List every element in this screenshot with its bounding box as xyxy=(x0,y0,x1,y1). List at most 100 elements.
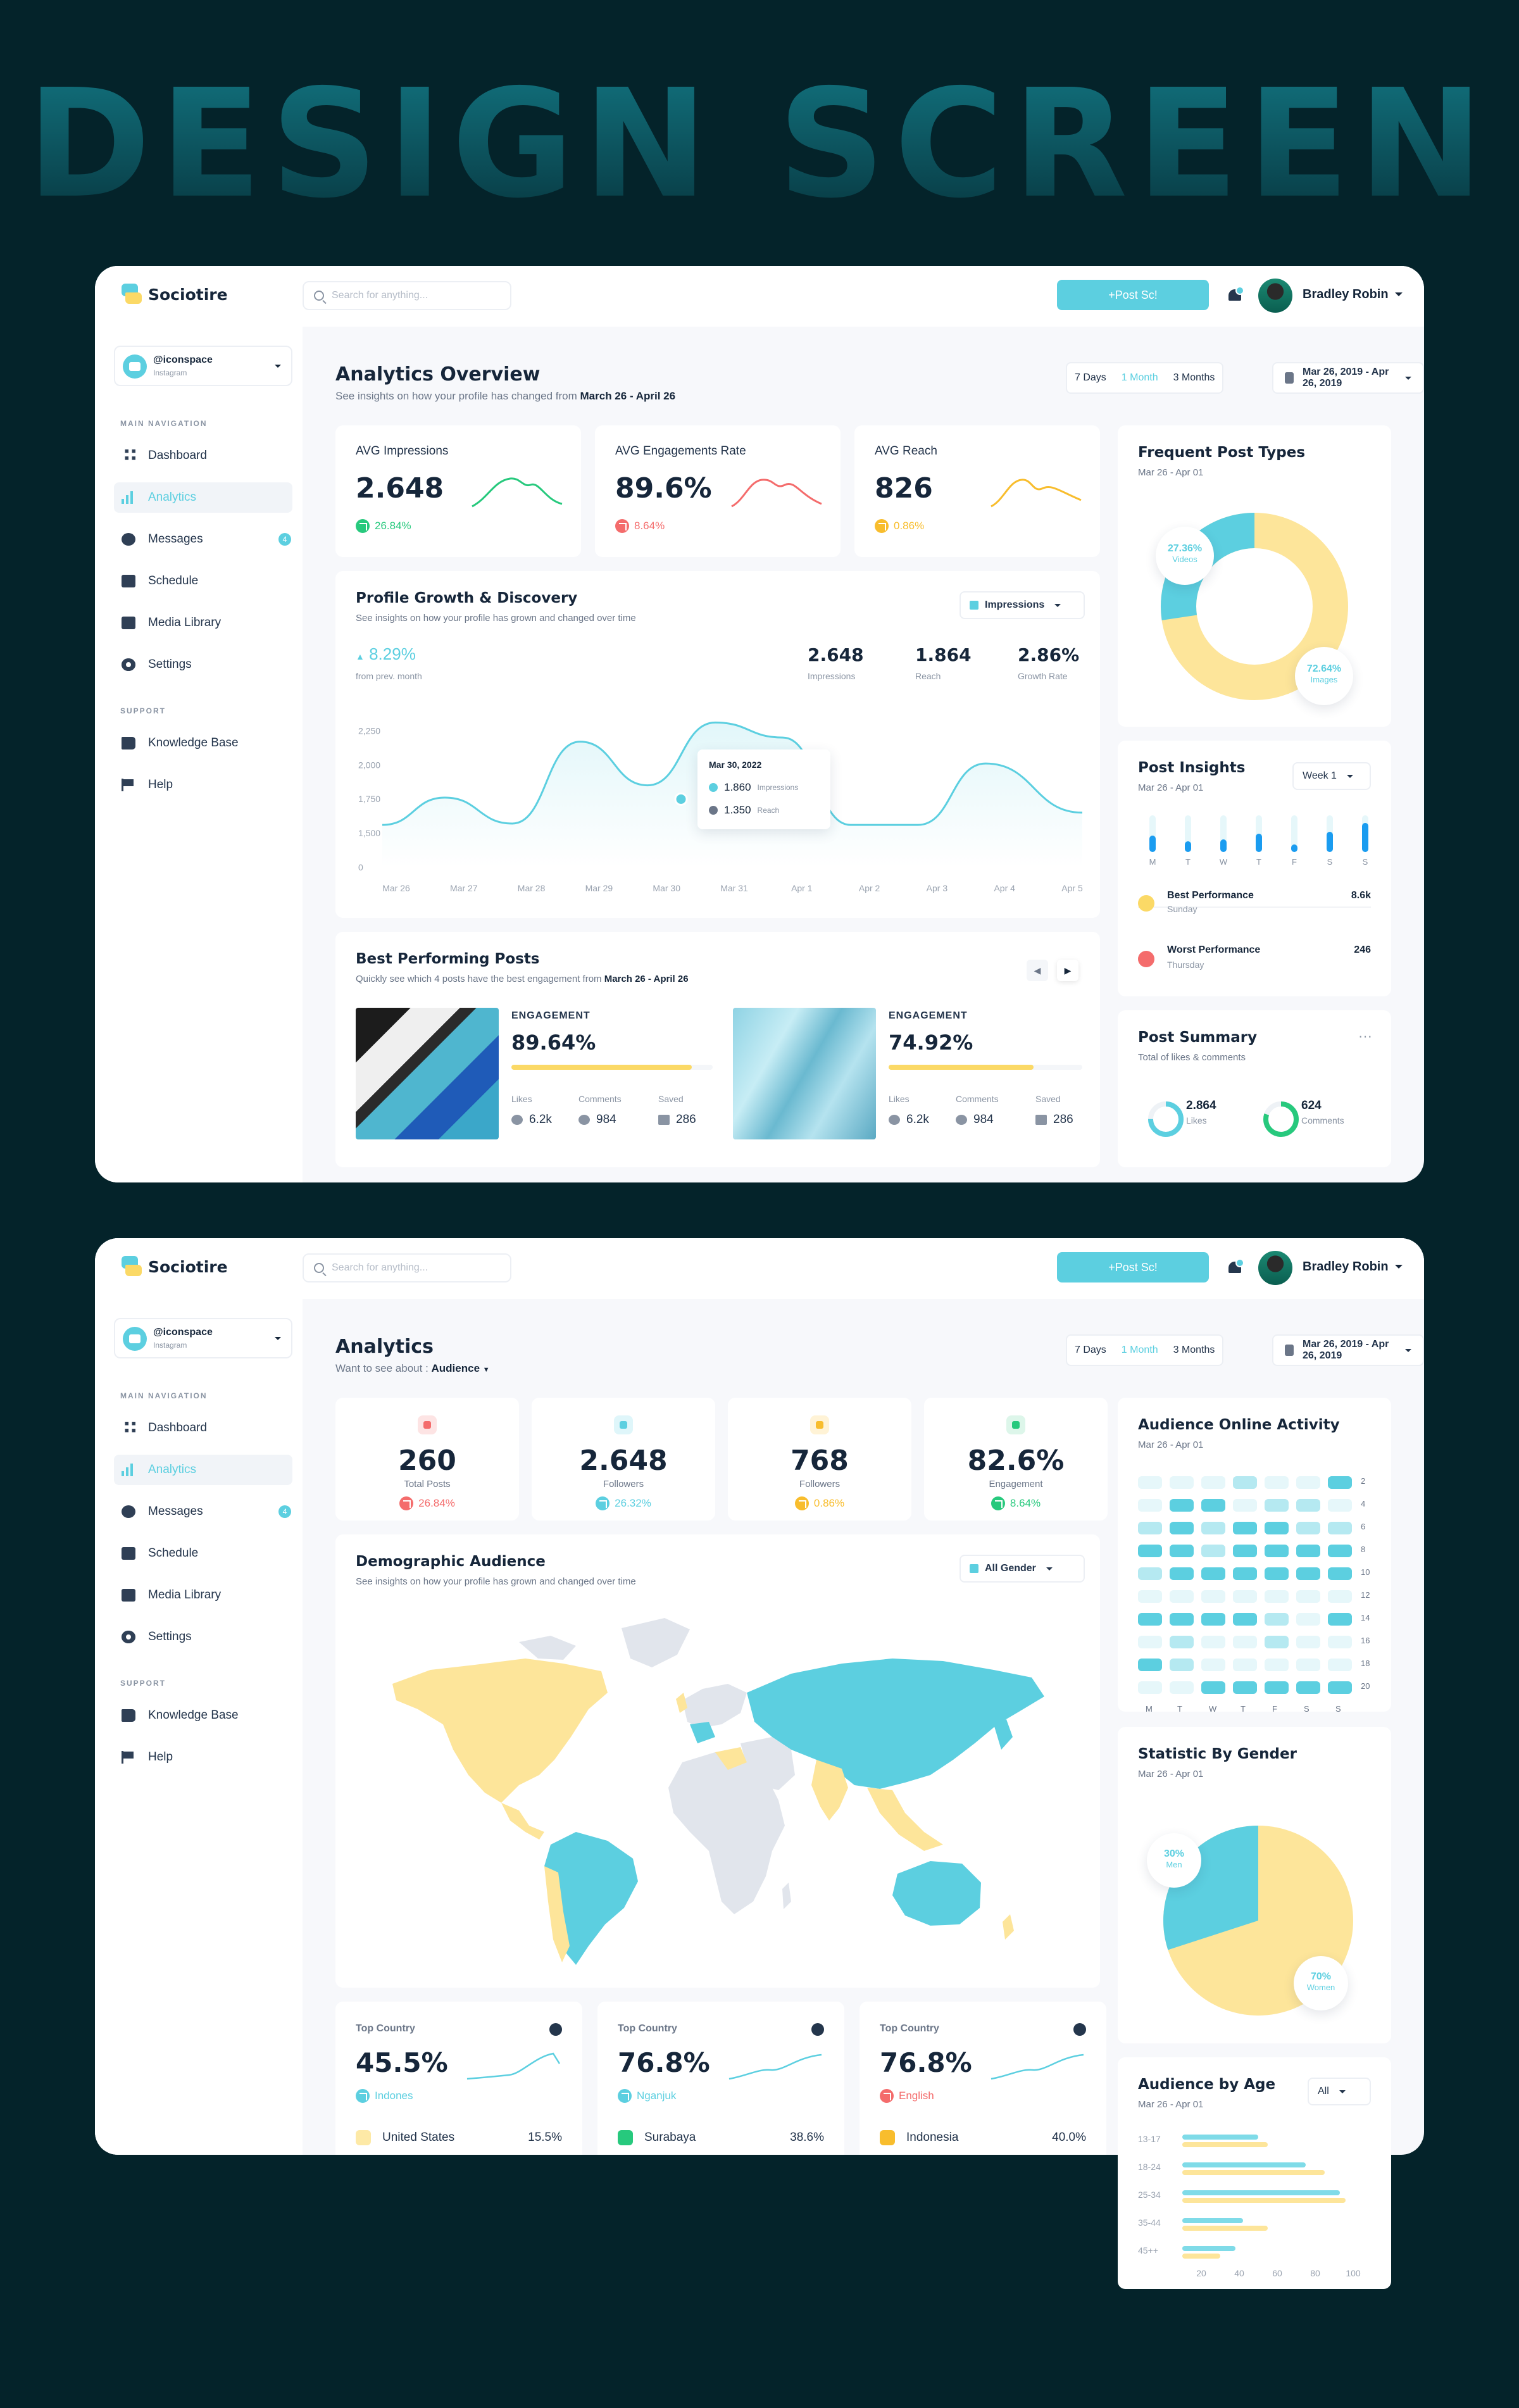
heatmap-cell xyxy=(1265,1545,1289,1557)
stat-reach-label: Reach xyxy=(915,671,941,681)
date-range-picker[interactable]: Mar 26, 2019 - Apr 26, 2019 xyxy=(1272,1334,1424,1366)
frequent-post-types-card: Frequent Post Types Mar 26 - Apr 01 27.3… xyxy=(1118,425,1391,727)
stat-value: 82.6% xyxy=(967,1445,1065,1477)
age-select[interactable]: All xyxy=(1308,2078,1371,2105)
notification-icon[interactable] xyxy=(1227,286,1244,304)
heatmap-cell xyxy=(1265,1567,1289,1580)
sidebar-item-analytics[interactable]: Analytics xyxy=(114,482,292,513)
sidebar: @iconspace Instagram MAIN NAVIGATION Das… xyxy=(95,1299,303,2155)
avatar[interactable] xyxy=(1258,279,1292,313)
list-item: Indonesia 40.0% xyxy=(880,2128,1086,2147)
card-subtitle: Total of likes & comments xyxy=(1138,1052,1246,1063)
comments-label: Comments xyxy=(578,1094,622,1104)
sidebar-item-media-library[interactable]: Media Library xyxy=(114,1580,292,1610)
account-switcher[interactable]: @iconspace Instagram xyxy=(114,346,292,386)
world-map[interactable] xyxy=(335,1534,1100,1988)
brand-logo[interactable]: Sociotire xyxy=(122,1256,228,1277)
comments-label: Comments xyxy=(956,1094,999,1104)
brand-logo[interactable]: Sociotire xyxy=(122,284,228,305)
age-bar-blue xyxy=(1182,2246,1235,2251)
user-name[interactable]: Bradley Robin xyxy=(1303,287,1403,302)
heatmap-cell xyxy=(1265,1499,1289,1512)
heatmap-cell xyxy=(1265,1681,1289,1694)
sidebar-item-knowledge-base[interactable]: Knowledge Base xyxy=(114,728,292,758)
sidebar-item-settings[interactable]: Settings xyxy=(114,649,292,680)
stat-label: Followers xyxy=(603,1479,644,1489)
tab-1-month[interactable]: 1 Month xyxy=(1121,1345,1158,1355)
prev-arrow-icon[interactable]: ◀ xyxy=(1027,960,1048,981)
day-bar-track xyxy=(1149,815,1156,852)
next-arrow-icon[interactable]: ▶ xyxy=(1057,960,1078,981)
x-tick-label: Apr 5 xyxy=(1061,883,1083,893)
post-thumbnail[interactable] xyxy=(733,1008,876,1139)
user-name[interactable]: Bradley Robin xyxy=(1303,1260,1403,1274)
sidebar-item-knowledge-base[interactable]: Knowledge Base xyxy=(114,1700,292,1731)
sidebar-item-help[interactable]: Help xyxy=(114,770,292,800)
top-country-card: Top Country76.8%NganjukSurabaya38.6%Yogy… xyxy=(597,2002,844,2155)
tab-1-month[interactable]: 1 Month xyxy=(1121,372,1158,383)
engagement-bar xyxy=(889,1065,1082,1070)
notification-icon[interactable] xyxy=(1227,1258,1244,1276)
image-icon xyxy=(122,617,135,629)
stat-value: 768 xyxy=(791,1445,849,1477)
country-name: Surabaya xyxy=(644,2131,696,2144)
week-select[interactable]: Week 1 xyxy=(1292,762,1371,790)
hour-label: 4 xyxy=(1361,1499,1366,1508)
date-range-picker[interactable]: Mar 26, 2019 - Apr 26, 2019 xyxy=(1272,362,1424,394)
heatmap-cell xyxy=(1233,1636,1257,1648)
sidebar-item-settings[interactable]: Settings xyxy=(114,1622,292,1652)
stat-value: 260 xyxy=(398,1445,456,1477)
post-types-donut[interactable] xyxy=(1118,425,1391,727)
search-input[interactable]: Search for anything... xyxy=(303,1253,511,1282)
heatmap-cell xyxy=(1138,1636,1162,1648)
post-button[interactable]: +Post Sc! xyxy=(1057,1252,1209,1282)
heatmap-cell xyxy=(1201,1659,1225,1671)
age-bar-yellow xyxy=(1182,2170,1325,2175)
post-button[interactable]: +Post Sc! xyxy=(1057,280,1209,310)
search-input[interactable]: Search for anything... xyxy=(303,281,511,310)
stat-growth-rate-label: Growth Rate xyxy=(1018,671,1068,681)
top-country-card: Top Country 45.5% Indones United States 15.5… xyxy=(335,2002,582,2155)
gender-select[interactable]: All Gender xyxy=(960,1555,1085,1583)
sidebar-item-help[interactable]: Help xyxy=(114,1742,292,1772)
sidebar-item-schedule[interactable]: Schedule xyxy=(114,566,292,596)
more-icon[interactable]: ··· xyxy=(1358,1028,1372,1044)
sidebar-item-messages[interactable]: Messages 4 xyxy=(114,524,292,555)
kpi-change: 26.84% xyxy=(356,519,411,533)
messages-badge: 4 xyxy=(278,533,291,546)
heatmap-cell xyxy=(1328,1613,1352,1626)
avatar[interactable] xyxy=(1258,1251,1292,1285)
card-title: Top Country xyxy=(356,2023,415,2034)
tab-3-months[interactable]: 3 Months xyxy=(1173,1345,1215,1355)
audience-selector[interactable]: Want to see about : Audience ▼ xyxy=(335,1362,490,1374)
summary-rings xyxy=(1148,1101,1299,1137)
sidebar-item-dashboard[interactable]: Dashboard xyxy=(114,1413,292,1443)
trend-icon xyxy=(399,1496,414,1510)
top-country-value: 76.8% xyxy=(618,2047,710,2078)
heatmap-cell xyxy=(1328,1545,1352,1557)
sidebar-item-media-library[interactable]: Media Library xyxy=(114,608,292,638)
followers-icon xyxy=(614,1415,633,1434)
growth-area-chart[interactable]: 0 1,500 1,750 2,000 2,250 Mar 26 Mar 27 Mar 28 M… xyxy=(335,571,1100,918)
stat-change: 0.86% xyxy=(728,1496,911,1510)
heatmap-cell xyxy=(1170,1659,1194,1671)
tab-7-days[interactable]: 7 Days xyxy=(1075,1345,1106,1355)
trend-icon xyxy=(596,1496,610,1510)
account-switcher[interactable]: @iconspace Instagram xyxy=(114,1318,292,1358)
likes-value: 6.2k xyxy=(889,1113,929,1127)
heatmap-cell xyxy=(1233,1545,1257,1557)
gender-pie-chart[interactable] xyxy=(1118,1727,1391,2043)
metric-select[interactable]: Impressions xyxy=(960,591,1085,619)
tab-7-days[interactable]: 7 Days xyxy=(1075,372,1106,383)
sidebar-item-messages[interactable]: Messages 4 xyxy=(114,1496,292,1527)
stat-impressions-label: Impressions xyxy=(808,671,856,681)
sidebar-item-dashboard[interactable]: Dashboard xyxy=(114,441,292,471)
hour-label: 20 xyxy=(1361,1681,1370,1691)
sidebar-item-schedule[interactable]: Schedule xyxy=(114,1538,292,1569)
tab-3-months[interactable]: 3 Months xyxy=(1173,372,1215,383)
heatmap-cell xyxy=(1296,1613,1320,1626)
chevron-down-icon xyxy=(1405,377,1411,383)
heatmap-cell xyxy=(1233,1522,1257,1534)
sidebar-item-analytics[interactable]: Analytics xyxy=(114,1455,292,1485)
post-thumbnail[interactable] xyxy=(356,1008,499,1139)
